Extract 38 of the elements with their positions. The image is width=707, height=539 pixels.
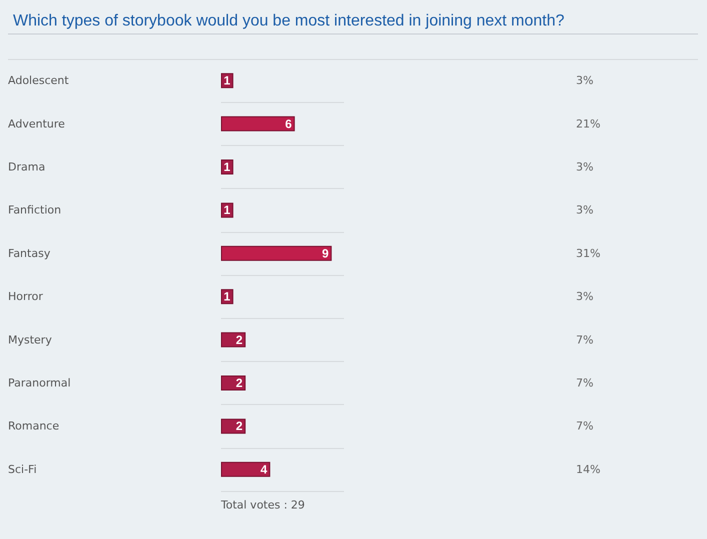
bar <box>221 376 246 390</box>
y-tick-label: Romance <box>8 420 60 433</box>
text: 3% <box>576 204 594 217</box>
data-label: 2 <box>236 376 243 390</box>
y-tick-label: Fanfiction <box>8 204 62 217</box>
y-tick-label: Sci-Fi <box>8 462 37 476</box>
y-tick-label: Adventure <box>8 117 66 130</box>
text: 7% <box>576 376 594 390</box>
text: 14% <box>576 462 600 476</box>
text: 7% <box>576 420 594 433</box>
y-tick-label: Paranormal <box>8 376 71 390</box>
data-label: 1 <box>224 203 231 218</box>
bar <box>221 418 246 434</box>
bar <box>221 332 246 348</box>
y-tick-label: Drama <box>8 160 46 174</box>
data-label: 1 <box>224 290 231 304</box>
data-label: 2 <box>236 332 243 347</box>
data-label: 4 <box>260 462 268 476</box>
bar <box>221 116 295 132</box>
text: 3% <box>576 74 594 88</box>
text: 21% <box>576 117 600 130</box>
text: 3% <box>576 160 594 174</box>
y-tick-label: Mystery <box>8 333 52 346</box>
data-label: 9 <box>322 246 330 260</box>
data-label: 2 <box>236 419 243 434</box>
text: 7% <box>576 333 594 346</box>
text: 31% <box>576 246 600 260</box>
data-label: 1 <box>224 74 231 88</box>
y-tick-label: Adolescent <box>8 74 70 88</box>
bar <box>221 462 270 477</box>
data-label: 1 <box>224 160 231 174</box>
text: 3% <box>576 290 594 304</box>
y-tick-label: Horror <box>8 290 44 304</box>
y-tick-label: Fantasy <box>8 246 51 260</box>
bar <box>221 246 332 261</box>
data-label: 6 <box>285 116 292 131</box>
chart-title: Which types of storybook would you be most interested in joining next month? <box>13 12 565 30</box>
text: Total votes : 29 <box>220 498 305 512</box>
